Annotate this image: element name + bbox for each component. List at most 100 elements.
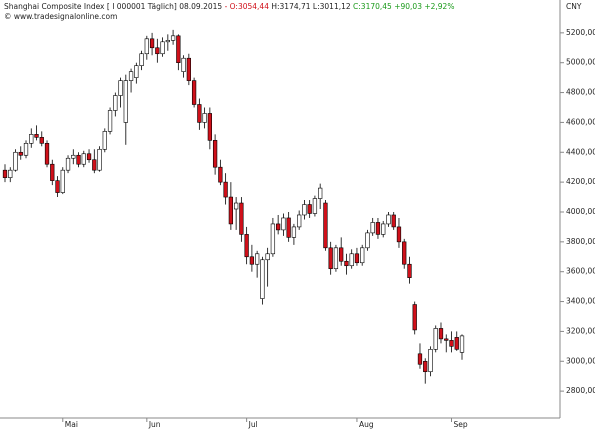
candle-body — [428, 349, 433, 373]
candle-body — [29, 134, 34, 144]
candle-body — [71, 154, 76, 159]
candle-body — [291, 226, 297, 238]
candle-body — [139, 53, 144, 66]
candle-body — [207, 113, 213, 141]
candle-body — [444, 338, 449, 341]
candle-body — [412, 304, 417, 331]
candle-body — [286, 217, 291, 238]
candle-body — [438, 328, 444, 340]
candle-body — [381, 223, 386, 235]
candle-body — [312, 198, 318, 214]
y-tick-label: 3800,00 — [566, 237, 595, 246]
candle-body — [391, 214, 396, 228]
candle-body — [50, 163, 55, 181]
candle-body — [149, 38, 155, 49]
candle-body — [233, 202, 239, 210]
candle-body — [128, 71, 134, 81]
candle-body — [459, 335, 465, 353]
candle-body — [165, 40, 170, 43]
candle-body — [407, 263, 412, 278]
candle-body — [191, 80, 197, 105]
candle-body — [212, 140, 218, 168]
candle-body — [197, 104, 202, 123]
candle-body — [218, 166, 223, 183]
candle-body — [239, 202, 244, 235]
candle-body — [97, 148, 102, 171]
candle-body — [170, 35, 176, 41]
candle-body — [55, 180, 60, 193]
candle-body — [81, 153, 86, 165]
candle-body — [228, 196, 234, 225]
candle-body — [318, 187, 323, 199]
y-tick-label: 4000,00 — [566, 207, 595, 216]
candle-body — [244, 234, 249, 258]
candle-body — [433, 328, 438, 350]
candle-body — [65, 157, 71, 171]
x-tick-label: Sep — [453, 420, 467, 429]
candle-body — [202, 113, 207, 123]
y-tick-label: 3400,00 — [566, 297, 595, 306]
candle-body — [86, 153, 92, 161]
y-tick-label: 5200,00 — [566, 28, 595, 37]
candle-body — [254, 253, 260, 265]
candle-body — [2, 169, 8, 178]
y-tick-label: 2800,00 — [566, 386, 595, 395]
candle-body — [386, 214, 391, 225]
candle-body — [102, 131, 107, 150]
y-tick-label: 5000,00 — [566, 58, 595, 67]
candle-body — [302, 204, 307, 216]
x-tick-label: Aug — [359, 420, 374, 429]
candle-body — [454, 337, 459, 350]
candle-body — [270, 223, 276, 255]
candle-body — [123, 80, 128, 123]
x-tick-label: Jun — [148, 420, 161, 429]
candle-body — [155, 47, 160, 55]
candle-body — [375, 222, 381, 235]
currency: CNY — [566, 2, 582, 11]
y-tick-label: 4800,00 — [566, 88, 595, 97]
candle-body — [323, 202, 328, 249]
y-tick-label: 3200,00 — [566, 326, 595, 335]
header-high-low: H:3174,71 L:3011,12 — [271, 2, 351, 11]
candle-body — [118, 80, 123, 96]
candle-body — [417, 353, 423, 365]
candle-body — [276, 223, 281, 231]
candle-body — [402, 241, 407, 265]
candle-body — [281, 217, 286, 231]
candle-body — [260, 259, 265, 299]
y-tick-label: 4200,00 — [566, 177, 595, 186]
y-tick-label: 4400,00 — [566, 147, 595, 156]
candle-body — [349, 253, 354, 267]
candle-body — [344, 260, 349, 267]
candle-body — [144, 38, 149, 55]
candle-body — [160, 41, 165, 55]
candle-body — [92, 159, 97, 171]
candle-body — [13, 151, 18, 171]
candle-body — [265, 253, 270, 261]
candle-body — [134, 65, 139, 78]
y-tick-label: 3000,00 — [566, 356, 595, 365]
candle-body — [76, 154, 81, 165]
x-tick-label: Mai — [65, 420, 78, 429]
x-tick-label: Jul — [248, 420, 258, 429]
header-close: C:3170,45 +90,03 +2,92% — [353, 2, 454, 11]
candle-body — [60, 169, 65, 193]
candle-body — [370, 222, 375, 234]
candle-body — [354, 253, 360, 264]
candle-body — [44, 143, 50, 165]
candle-body — [328, 247, 333, 270]
candle-body — [186, 57, 191, 81]
chart-header: Shanghai Composite Index [ I 000001 Tägl… — [4, 2, 454, 11]
candle-body — [365, 232, 370, 249]
candle-body — [181, 57, 186, 72]
candle-body — [113, 95, 118, 111]
candle-body — [8, 169, 13, 178]
y-tick-label: 3600,00 — [566, 267, 595, 276]
candle-body — [23, 143, 29, 156]
header-open: - O:3054,44 — [225, 2, 270, 11]
watermark: © www.tradesignalonline.com — [4, 12, 117, 21]
candle-body — [39, 137, 44, 144]
candle-body — [18, 151, 23, 156]
candle-body — [307, 204, 312, 214]
